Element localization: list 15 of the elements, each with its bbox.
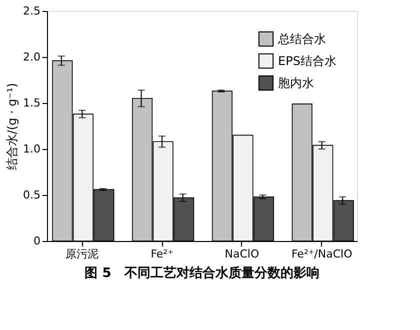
x-tick-label: Fe²⁺/NaClO [291,248,353,260]
y-tick-label: 1.5 [23,96,40,110]
y-tick-label: 1.0 [23,142,40,156]
y-tick-label: 2.0 [23,50,40,64]
x-tick-label: NaClO [224,248,260,260]
text: 图 5 不同工艺对结合水质量分数的影响 [84,265,320,281]
y-axis-title: 结合水/(g · g⁻¹) [5,82,20,170]
y-tick-label: 0 [34,234,40,248]
y-tick-label: 2.5 [23,4,40,18]
legend-label: 总结合水 [277,32,326,46]
y-tick-label: 0.5 [23,188,40,202]
legend-label: EPS结合水 [278,54,336,68]
x-tick-label: 原污泥 [66,248,99,260]
x-tick-label: Fe²⁺ [150,248,174,260]
legend-label: 胞内水 [278,76,314,90]
